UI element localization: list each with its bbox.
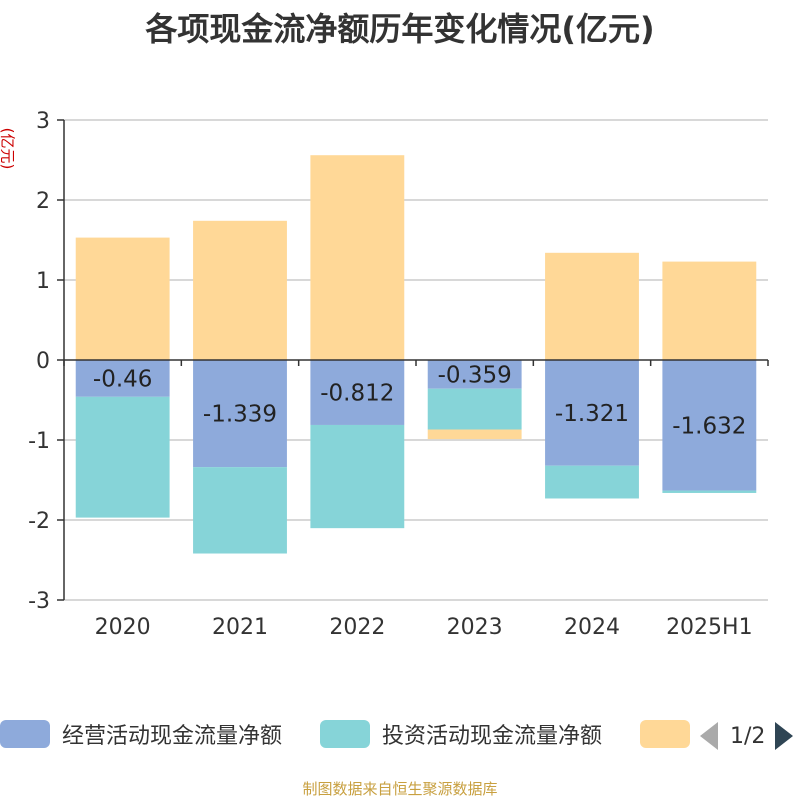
y-tick-label: -2 [28, 509, 50, 534]
bar-2025H1-series-1[interactable] [662, 490, 757, 493]
legend-item-investing[interactable]: 投资活动现金流量净额 [320, 716, 602, 752]
data-label-2025H1: -1.632 [672, 413, 746, 439]
y-tick-label: -1 [28, 429, 50, 454]
legend-swatch-operating [0, 720, 50, 748]
bar-2020-series-1[interactable] [75, 396, 170, 518]
legend: 经营活动现金流量净额 投资活动现金流量净额 1/2 [0, 716, 800, 756]
bar-2024-series-1[interactable] [545, 465, 639, 499]
bar-2022-series-0[interactable] [310, 360, 405, 425]
grid-lines [64, 119, 768, 601]
data-label-2021: -1.339 [203, 402, 277, 428]
legend-pager: 1/2 [700, 718, 794, 754]
legend-label-operating: 经营活动现金流量净额 [62, 724, 283, 749]
bar-2020-series-2[interactable] [75, 237, 170, 360]
bar-2023-series-1[interactable] [427, 388, 522, 430]
data-label-2023: -0.359 [438, 362, 512, 388]
bar-2022-series-1[interactable] [310, 424, 405, 529]
x-tick-label-2023: 2023 [447, 615, 503, 640]
y-tick-label: 0 [36, 349, 50, 374]
y-tick-label: 2 [36, 189, 50, 214]
x-tick-label-2021: 2021 [212, 615, 268, 640]
y-tick-label: 3 [36, 109, 50, 134]
bar-2021-series-1[interactable] [193, 467, 287, 554]
bar-2025H1-series-0[interactable] [662, 360, 757, 491]
axes [57, 119, 769, 601]
data-label-2024: -1.321 [555, 401, 629, 427]
bar-2025H1-series-2[interactable] [662, 261, 757, 360]
legend-next-arrow-icon[interactable] [775, 722, 794, 750]
bar-2024-series-0[interactable] [545, 360, 639, 466]
bars [75, 155, 757, 554]
source-note: 制图数据来自恒生聚源数据库 [302, 780, 498, 798]
legend-swatch-third [640, 720, 690, 748]
legend-swatch-investing [320, 720, 370, 748]
data-label-2020: -0.46 [93, 366, 153, 392]
x-tick-label-2024: 2024 [564, 615, 620, 640]
chart-title: 各项现金流净额历年变化情况(亿元) [145, 10, 655, 48]
y-tick-label: 1 [36, 269, 50, 294]
x-tick-label-2025H1: 2025H1 [666, 615, 753, 640]
legend-page-indicator: 1/2 [730, 723, 766, 749]
x-tick-label-2022: 2022 [329, 615, 385, 640]
bar-chart: -3 -2 -1 0 1 2 3 -0.46 2020 -1.339 2021 -0.812 2022 -… [28, 109, 769, 640]
bar-2023-series-0[interactable] [427, 360, 522, 389]
legend-label-investing: 投资活动现金流量净额 [382, 724, 603, 749]
bar-2024-series-2[interactable] [545, 252, 639, 360]
bar-2021-series-0[interactable] [193, 360, 287, 468]
y-tick-label: -3 [28, 589, 50, 614]
legend-prev-arrow-icon[interactable] [700, 722, 718, 750]
data-label-2022: -0.812 [320, 380, 394, 406]
bar-2022-series-2[interactable] [310, 155, 405, 360]
bar-2023-series-2[interactable] [427, 429, 522, 440]
legend-item-operating[interactable]: 经营活动现金流量净额 [0, 716, 282, 752]
labels: -3 -2 -1 0 1 2 3 -0.46 2020 -1.339 2021 -0.812 2022 -… [28, 109, 753, 640]
bar-2021-series-2[interactable] [193, 220, 287, 360]
legend-item-third[interactable] [640, 716, 702, 752]
x-tick-label-2020: 2020 [95, 615, 151, 640]
bar-2020-series-0[interactable] [75, 360, 170, 397]
